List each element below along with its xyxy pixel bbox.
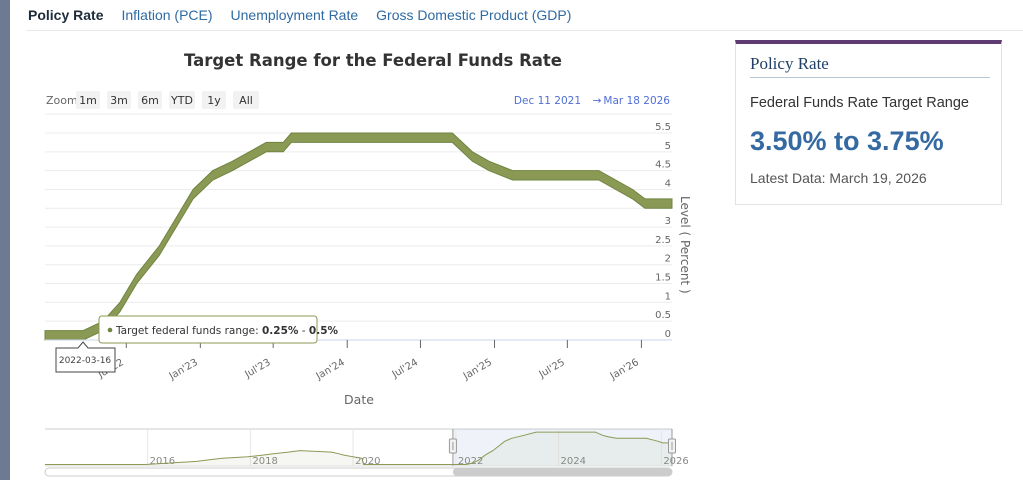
range-button-ytd[interactable]: YTD [169, 91, 195, 109]
y-tick-label: 3 [665, 216, 671, 227]
navigator-year-label: 2016 [150, 456, 175, 467]
range-button-bg [233, 91, 259, 109]
x-tick-label: Jan'26 [608, 357, 641, 382]
range-button-bg [76, 91, 100, 109]
tabs-divider [26, 30, 1023, 31]
x-tick-label: Jan'25 [461, 357, 494, 382]
navigator-series-line [45, 431, 672, 465]
x-tick-label: Jul'24 [390, 357, 420, 381]
range-selector-buttons: 1m 3m 6m YTD 1y All [76, 91, 259, 109]
range-button-bg [138, 91, 162, 109]
y-tick-label: 0 [665, 329, 671, 340]
zoom-label: Zoom [46, 94, 78, 107]
y-tick-label: 4 [665, 178, 671, 189]
navigator-selection[interactable] [452, 429, 672, 466]
tooltip-low: 0.25% [262, 325, 299, 337]
x-tick-label: Jan'24 [314, 357, 347, 382]
tooltip-separator: - [298, 325, 308, 337]
card-subtitle: Federal Funds Rate Target Range [750, 95, 969, 111]
tab-gdp[interactable]: Gross Domestic Product (GDP) [376, 7, 572, 23]
tooltip-marker [107, 327, 113, 333]
y-tick-label: 0.5 [655, 310, 671, 321]
navigator-year-label: 2024 [561, 456, 586, 467]
x-tick-label: Jul'25 [537, 357, 567, 381]
range-button-1y[interactable]: 1y [202, 91, 226, 109]
range-button-1m[interactable]: 1m [76, 91, 100, 109]
scrollbar-thumb[interactable] [452, 468, 672, 476]
fed-funds-chart: Target Range for the Federal Funds Rate … [44, 51, 692, 477]
range-button-6m[interactable]: 6m [138, 91, 162, 109]
range-button-bg [107, 91, 131, 109]
tooltip: Target federal funds range: 0.25% - 0.5%… [55, 315, 339, 373]
navigator-year-label: 2020 [355, 456, 380, 467]
navigator-year-label: 2026 [663, 456, 688, 467]
y-axis-label: Level ( Percent ) [678, 196, 692, 294]
date-tooltip-text: 2022-03-16 [59, 356, 112, 366]
card-latest-date: Latest Data: March 19, 2026 [750, 170, 927, 186]
tooltip-box [98, 315, 318, 344]
navigator-year-label: 2022 [458, 456, 483, 467]
x-axis: Jul'22Jan'23Jul'23Jan'24Jul'24Jan'25Jul'… [45, 339, 672, 383]
policy-rate-card: Policy Rate Federal Funds Rate Target Ra… [735, 40, 1002, 205]
grid-lines [45, 113, 672, 341]
chart-container: Target Range for the Federal Funds Rate … [26, 36, 706, 480]
y-tick-label: 5.5 [655, 122, 671, 133]
tab-inflation-pce[interactable]: Inflation (PCE) [121, 7, 213, 23]
y-axis-ticks: 00.511.522.533.544.555.5 [655, 122, 671, 340]
range-button-3m[interactable]: 3m [107, 91, 131, 109]
navigator[interactable]: 2016 2018 2020 2022 2024 2026 [44, 428, 689, 477]
tab-unemployment-rate[interactable]: Unemployment Rate [230, 7, 359, 23]
y-tick-label: 4.5 [655, 160, 671, 171]
tooltip-text: Target federal funds range: 0.25% - 0.5% [115, 325, 339, 337]
navigator-year-label: 2018 [252, 456, 277, 467]
series-area-target-range[interactable] [44, 132, 673, 341]
range-button-label: 3m [110, 94, 128, 107]
tab-policy-rate[interactable]: Policy Rate [28, 7, 104, 23]
date-range-arrow: → [593, 95, 602, 107]
card-value: 3.50% to 3.75% [750, 126, 944, 156]
range-button-all[interactable]: All [233, 91, 259, 109]
date-tooltip-box [55, 341, 116, 373]
series-group [44, 132, 673, 341]
tooltip-series-label: Target federal funds range: [115, 325, 262, 337]
date-range-from[interactable]: Dec 11 2021 [514, 95, 581, 107]
y-tick-label: 2 [665, 254, 671, 265]
card-title: Policy Rate [750, 54, 829, 73]
x-axis-label: Date [344, 392, 374, 407]
y-tick-label: 5 [665, 141, 671, 152]
navigator-handle-right[interactable] [668, 438, 676, 454]
navigator-handle-left[interactable] [448, 438, 457, 454]
x-tick-label: Jan'23 [167, 357, 200, 382]
range-button-label: 1y [207, 94, 221, 107]
y-tick-label: 1 [665, 291, 671, 302]
range-button-label: YTD [170, 94, 193, 107]
indicator-tabs: Policy Rate Inflation (PCE) Unemployment… [28, 0, 1023, 30]
x-tick-label: Jul'23 [242, 357, 272, 381]
range-button-bg [169, 91, 195, 109]
y-tick-label: 2.5 [655, 235, 671, 246]
range-button-label: 1m [79, 94, 97, 107]
navigator-series-area [45, 432, 672, 466]
range-button-label: All [239, 94, 253, 107]
page-left-border [0, 0, 10, 480]
date-range-to[interactable]: Mar 18 2026 [603, 95, 670, 107]
range-button-bg [202, 91, 226, 109]
tooltip-high: 0.5% [309, 325, 339, 337]
card-divider [750, 77, 990, 78]
y-tick-label: 1.5 [655, 273, 671, 284]
chart-title: Target Range for the Federal Funds Rate [184, 51, 562, 70]
range-button-label: 6m [141, 94, 159, 107]
